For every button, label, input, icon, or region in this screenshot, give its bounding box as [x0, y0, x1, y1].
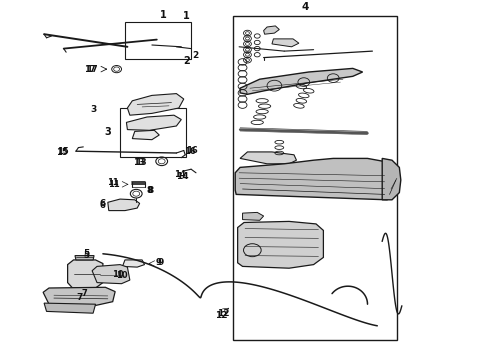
Text: 13: 13	[133, 158, 145, 167]
Polygon shape	[92, 265, 130, 284]
Text: 12: 12	[217, 310, 229, 319]
Text: 2: 2	[192, 51, 198, 60]
Text: 2: 2	[183, 56, 190, 66]
Polygon shape	[238, 221, 323, 268]
Polygon shape	[44, 303, 96, 313]
Text: 7: 7	[81, 289, 87, 298]
Text: 13: 13	[135, 158, 147, 167]
Text: 8: 8	[146, 186, 152, 195]
Text: 16: 16	[184, 147, 196, 156]
Bar	[120, 108, 186, 157]
Polygon shape	[75, 256, 94, 260]
Polygon shape	[68, 260, 103, 288]
Text: 15: 15	[57, 148, 69, 157]
Text: 6: 6	[99, 201, 105, 210]
Text: 3: 3	[91, 105, 97, 114]
Text: 3: 3	[104, 127, 111, 137]
Text: 16: 16	[186, 146, 198, 155]
Polygon shape	[126, 115, 181, 130]
Polygon shape	[243, 212, 264, 220]
Polygon shape	[264, 26, 279, 34]
Polygon shape	[382, 158, 401, 200]
Polygon shape	[127, 94, 184, 115]
Text: 14: 14	[174, 170, 186, 179]
Polygon shape	[272, 39, 299, 47]
Polygon shape	[132, 130, 159, 140]
Text: 14: 14	[176, 172, 189, 181]
Polygon shape	[240, 152, 296, 164]
Polygon shape	[122, 260, 145, 267]
Polygon shape	[235, 158, 392, 200]
Text: 4: 4	[301, 2, 309, 12]
Text: 11: 11	[108, 180, 120, 189]
Text: 10: 10	[116, 271, 127, 280]
Text: 5: 5	[84, 251, 90, 260]
Text: 9: 9	[158, 258, 164, 266]
Text: 8: 8	[147, 186, 153, 195]
Text: 5: 5	[83, 249, 90, 258]
Text: 1: 1	[183, 11, 190, 21]
Text: 6: 6	[99, 199, 105, 208]
Text: 10: 10	[112, 270, 123, 279]
Text: 17: 17	[84, 65, 96, 74]
Text: 17: 17	[86, 65, 98, 74]
Polygon shape	[43, 287, 115, 306]
Text: 15: 15	[56, 148, 68, 157]
Text: 1: 1	[160, 10, 166, 20]
Polygon shape	[240, 68, 363, 94]
Bar	[233, 16, 397, 340]
Text: 11: 11	[107, 178, 119, 187]
Text: 9: 9	[156, 258, 162, 266]
Bar	[125, 22, 191, 59]
Polygon shape	[108, 199, 140, 211]
Text: 7: 7	[76, 292, 82, 302]
Text: 12: 12	[215, 310, 228, 320]
